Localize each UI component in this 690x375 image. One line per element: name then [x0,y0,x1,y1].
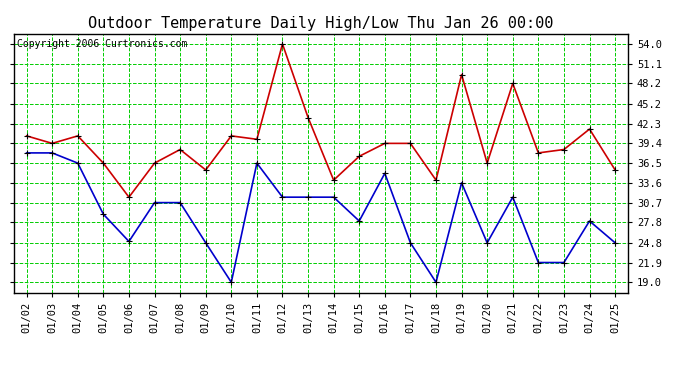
Title: Outdoor Temperature Daily High/Low Thu Jan 26 00:00: Outdoor Temperature Daily High/Low Thu J… [88,16,553,31]
Text: Copyright 2006 Curtronics.com: Copyright 2006 Curtronics.com [17,39,187,49]
